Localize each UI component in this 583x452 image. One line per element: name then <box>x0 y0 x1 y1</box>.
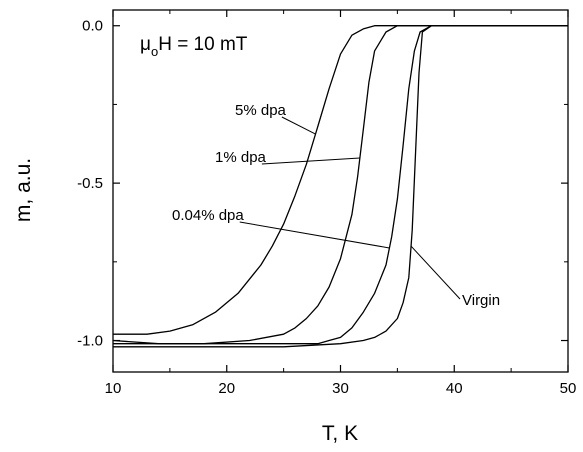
y-tick-label: -1.0 <box>77 333 103 350</box>
y-axis-title: m, a.u. <box>12 158 35 222</box>
annotation-leader-5-dpa <box>281 116 316 135</box>
annotation-label-virgin: Virgin <box>462 292 500 309</box>
annotation-label-5-dpa: 5% dpa <box>235 102 287 119</box>
series-line-1-dpa <box>112 25 568 345</box>
annotation-labels: 5% dpa 1% dpa 0.04% dpa Virgin <box>172 102 500 309</box>
annotation-leader-1-dpa <box>261 157 360 165</box>
field-label-prefix: μ <box>140 34 151 55</box>
series-line-0-04-dpa <box>113 25 568 345</box>
x-axis-title: T, K <box>322 422 358 445</box>
field-label: μoH = 10 mT <box>140 34 248 59</box>
x-tick-label: 40 <box>446 380 463 397</box>
series-line-5-dpa <box>113 25 568 335</box>
y-tick-label: 0.0 <box>82 18 103 35</box>
annotation-leader-0-04-dpa <box>239 221 390 249</box>
annotation-label-0-04-dpa: 0.04% dpa <box>172 207 244 224</box>
tick-marks: 10 20 30 40 50 0.0 -0.5 -1.0 <box>77 10 576 397</box>
x-tick-label: 30 <box>332 380 349 397</box>
x-tick-label: 10 <box>105 380 122 397</box>
field-label-subscript: o <box>151 44 158 59</box>
annotation-leaders <box>239 116 461 300</box>
series-layer <box>112 25 568 348</box>
annotation-leader-virgin <box>410 245 461 300</box>
plot-frame <box>112 9 569 373</box>
x-tick-label: 20 <box>218 380 235 397</box>
annotation-label-1-dpa: 1% dpa <box>215 149 267 166</box>
y-tick-label: -0.5 <box>77 175 103 192</box>
field-label-rest: H = 10 mT <box>158 34 248 55</box>
x-tick-label: 50 <box>560 380 577 397</box>
series-line-virgin <box>113 25 568 348</box>
